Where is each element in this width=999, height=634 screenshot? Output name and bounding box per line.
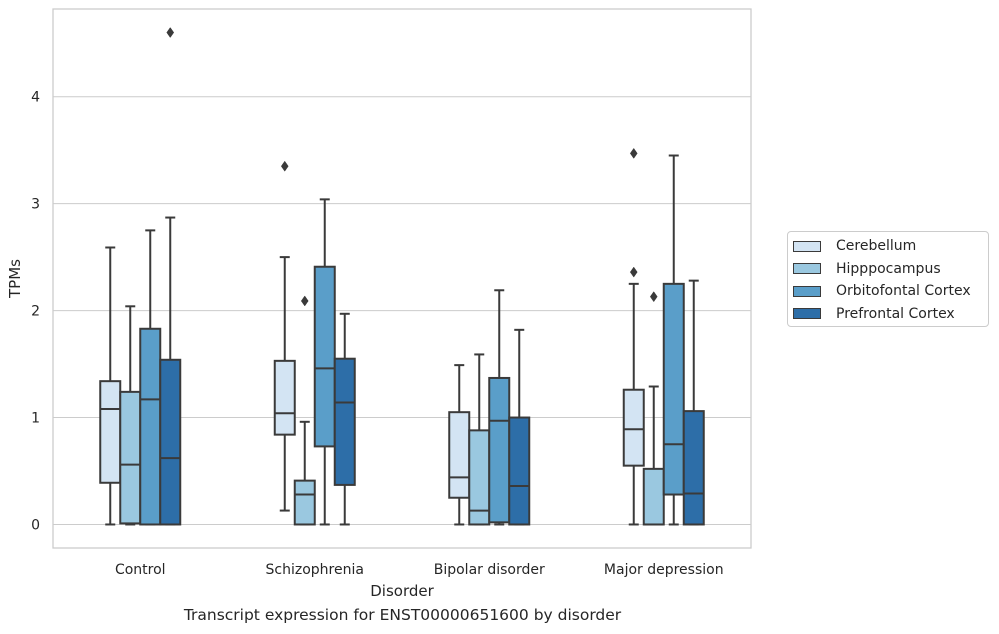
outlier-point — [629, 266, 638, 278]
outlier-point — [629, 147, 638, 159]
legend-label: Prefrontal Cortex — [836, 305, 955, 322]
plot-frame — [52, 8, 752, 549]
legend-swatch — [793, 285, 821, 297]
y-tick-label: 0 — [31, 517, 40, 533]
x-tick-label: Control — [115, 562, 166, 578]
y-tick-label: 4 — [31, 90, 40, 106]
legend: Cerebellum Hipppocampus Orbitofontal Corte… — [787, 231, 989, 327]
legend-swatch — [793, 240, 821, 252]
legend-item: Cerebellum — [793, 235, 988, 258]
legend-label: Cerebellum — [836, 238, 917, 255]
legend-swatch — [793, 308, 821, 320]
box — [159, 358, 182, 526]
x-tick-label: Major depression — [604, 562, 724, 578]
box — [488, 376, 511, 524]
legend-item: Orbitofontal Cortex — [793, 280, 988, 303]
box — [273, 359, 296, 436]
box — [448, 411, 471, 499]
y-tick-label: 1 — [31, 411, 40, 427]
box — [622, 388, 645, 467]
x-axis-title: Disorder — [370, 582, 434, 600]
outlier-point — [300, 295, 309, 307]
legend-item: Hipppocampus — [793, 258, 988, 281]
box — [139, 327, 162, 526]
box — [508, 416, 531, 526]
y-tick-label: 2 — [31, 304, 40, 320]
legend-label: Hipppocampus — [836, 260, 941, 277]
legend-item: Prefrontal Cortex — [793, 303, 988, 326]
box — [333, 357, 356, 486]
box — [682, 410, 705, 526]
chart-caption: Transcript expression for ENST0000065160… — [183, 606, 622, 624]
x-tick-label: Schizophrenia — [266, 562, 364, 578]
outlier-point — [280, 160, 289, 172]
box — [119, 390, 142, 525]
legend-label: Orbitofontal Cortex — [836, 283, 971, 300]
y-axis-title: TPMs — [6, 259, 24, 299]
outlier-point — [649, 291, 658, 303]
y-tick-label: 3 — [31, 197, 40, 213]
box — [293, 479, 316, 526]
box — [99, 380, 122, 484]
box — [642, 467, 665, 526]
box — [662, 282, 685, 496]
outlier-point — [166, 27, 175, 38]
legend-swatch — [793, 263, 821, 275]
box — [313, 265, 336, 448]
x-tick-label: Bipolar disorder — [434, 562, 545, 578]
